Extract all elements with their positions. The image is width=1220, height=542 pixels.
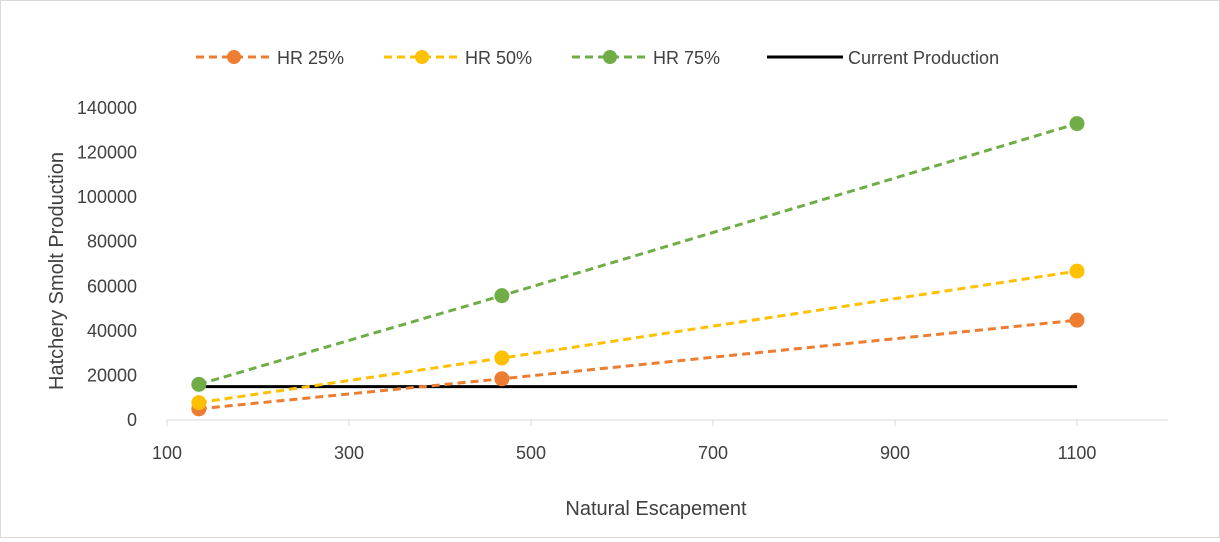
legend-item: HR 25% — [196, 48, 344, 68]
y-axis: 0 20000 40000 60000 80000 100000 120000 140000 — [77, 98, 137, 430]
x-tick-label: 1100 — [1058, 443, 1097, 463]
legend-label: HR 25% — [277, 48, 344, 68]
x-axis: 100 300 500 700 900 1100 — [152, 419, 1168, 463]
series-hr-50- — [191, 263, 1085, 411]
y-tick-label: 20000 — [87, 365, 137, 385]
data-point — [191, 376, 207, 392]
x-tick-label: 700 — [698, 443, 728, 463]
series-line — [198, 318, 1078, 411]
y-tick-label: 120000 — [77, 143, 137, 163]
y-tick-label: 140000 — [77, 98, 137, 118]
y-tick-label: 40000 — [87, 321, 137, 341]
legend-swatch-marker — [603, 50, 617, 64]
legend-item: HR 50% — [384, 48, 532, 68]
series-hr-75- — [191, 116, 1085, 392]
legend-item: Current Production — [767, 48, 999, 68]
legend-label: Current Production — [848, 48, 999, 68]
series-line — [198, 269, 1078, 405]
data-point — [494, 288, 510, 304]
data-point — [494, 350, 510, 366]
data-point — [494, 371, 510, 387]
data-point — [191, 395, 207, 411]
x-tick-label: 100 — [152, 443, 182, 463]
data-point — [1069, 263, 1085, 279]
y-tick-label: 60000 — [87, 276, 137, 296]
y-tick-label: 80000 — [87, 232, 137, 252]
x-tick-label: 300 — [334, 443, 364, 463]
y-axis-title: Hatchery Smolt Production — [46, 152, 68, 390]
legend: HR 25% HR 50% HR 75% Current Production — [196, 48, 999, 68]
legend-swatch-marker — [227, 50, 241, 64]
legend-label: HR 50% — [465, 48, 532, 68]
y-tick-label: 0 — [127, 410, 137, 430]
legend-label: HR 75% — [653, 48, 720, 68]
data-point — [1069, 116, 1085, 132]
y-tick-label: 100000 — [77, 187, 137, 207]
series-hr-25- — [191, 312, 1085, 417]
series-line — [198, 122, 1078, 386]
plot-area — [191, 116, 1085, 417]
legend-swatch-marker — [415, 50, 429, 64]
x-tick-label: 500 — [516, 443, 546, 463]
x-axis-title: Natural Escapement — [565, 498, 747, 520]
data-point — [1069, 312, 1085, 328]
legend-item: HR 75% — [572, 48, 720, 68]
x-tick-label: 900 — [880, 443, 910, 463]
